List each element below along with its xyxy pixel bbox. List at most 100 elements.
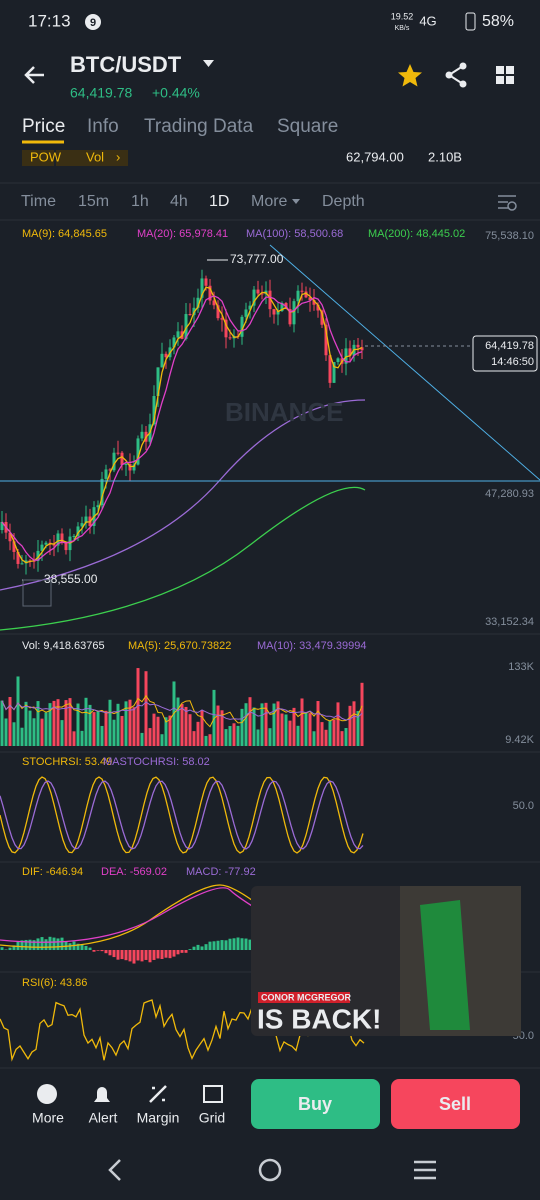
candle-body [156, 367, 160, 397]
grid-icon[interactable] [203, 1085, 223, 1103]
share-button[interactable] [445, 62, 467, 88]
volume-bar [228, 726, 232, 746]
countdown: 14:46:50 [491, 356, 534, 368]
interval[interactable]: 15m [78, 193, 109, 210]
volume-bar [168, 715, 172, 746]
candle-body [348, 348, 352, 356]
candle-body [272, 309, 276, 315]
volume-bar [332, 719, 336, 746]
layout-button[interactable] [496, 66, 514, 84]
nav-recents[interactable] [414, 1160, 436, 1180]
buy-label[interactable]: Buy [298, 1094, 332, 1114]
tab[interactable]: Trading Data [144, 116, 254, 137]
sell-label[interactable]: Sell [439, 1094, 471, 1114]
interval[interactable]: Depth [322, 193, 365, 210]
macd-bar [92, 950, 96, 952]
candle-body [220, 318, 224, 320]
volume-bar [256, 729, 260, 746]
candle-body [296, 290, 300, 302]
volume-bar [44, 712, 48, 746]
volume-bar [248, 697, 252, 746]
alert-icon[interactable] [94, 1087, 110, 1102]
candle-body [64, 542, 68, 551]
trend-line [269, 244, 540, 481]
clock: 17:13 [28, 11, 71, 30]
candle-body [160, 353, 164, 368]
macd-bar [168, 950, 172, 959]
volume-label: MA(10): 33,479.39994 [257, 640, 366, 652]
pair[interactable]: BTC/USDT [70, 52, 182, 77]
volume-bar [272, 703, 276, 746]
action-label[interactable]: Alert [89, 1110, 118, 1126]
candle-body [140, 431, 144, 439]
volume-bar [148, 728, 152, 746]
volume-bar [328, 720, 332, 746]
candle-body [360, 347, 364, 351]
margin-icon[interactable] [149, 1085, 167, 1103]
candle-body [8, 532, 12, 542]
candle-body [188, 314, 192, 316]
interval[interactable]: 4h [170, 193, 188, 210]
candle-body [164, 353, 168, 358]
interval[interactable]: More [251, 193, 288, 210]
volume-bar [52, 700, 56, 746]
volume-ma [1, 700, 363, 721]
buy-button[interactable] [251, 1079, 380, 1129]
back-button[interactable] [24, 66, 44, 84]
interval[interactable]: 1h [131, 193, 149, 210]
nav-back[interactable] [108, 1159, 121, 1181]
more-icon[interactable] [37, 1084, 57, 1104]
action-label[interactable]: Grid [199, 1110, 225, 1126]
ma-label: MA(9): 64,845.65 [22, 228, 107, 240]
ad-line1: CONOR MCGREGOR [261, 992, 352, 1002]
candle-body [112, 452, 116, 471]
macd-bar [228, 938, 232, 950]
speed: 19.52 [391, 11, 414, 21]
interval[interactable]: 1D [209, 193, 229, 210]
tab[interactable]: Price [22, 116, 65, 137]
sell-button[interactable] [391, 1079, 520, 1129]
macd-bar [216, 940, 220, 950]
battery: 58% [482, 13, 514, 30]
volume-bar [288, 720, 292, 746]
macd-bar [36, 938, 40, 950]
action-label[interactable]: More [32, 1110, 64, 1126]
tab[interactable]: Info [87, 116, 119, 137]
indicator-label: DEA: -569.02 [101, 866, 167, 878]
stat: 2.10B [428, 149, 462, 164]
ma-line [1, 286, 363, 564]
pair-dropdown[interactable] [203, 60, 214, 67]
macd-bar [224, 940, 228, 950]
network: 4G [419, 13, 436, 28]
macd-bar [48, 936, 52, 950]
candle-body [84, 516, 88, 524]
volume-bar [36, 701, 40, 746]
action-label[interactable]: Margin [137, 1110, 180, 1126]
candle-body [128, 464, 132, 471]
volume-bar [204, 735, 208, 746]
volume-bar [24, 701, 28, 746]
expand-button[interactable] [22, 579, 52, 607]
chart-settings[interactable] [498, 195, 517, 211]
interval[interactable]: Time [21, 193, 56, 210]
indicator-label: STOCHRSI: 53.49 [22, 756, 112, 768]
favorite-button[interactable] [398, 64, 422, 87]
nav-home[interactable] [258, 1158, 282, 1182]
candle-body [256, 289, 260, 294]
volume-bar [176, 697, 180, 746]
macd-bar [128, 950, 132, 962]
macd-bar [188, 949, 192, 950]
indicator-label: MASTOCHRSI: 58.02 [103, 756, 210, 768]
candle-body [204, 278, 208, 286]
volume-bar [296, 725, 300, 746]
tab[interactable]: Square [277, 116, 338, 137]
volume-bar [284, 714, 288, 746]
candle-body [208, 285, 212, 301]
axis-label: 47,280.93 [485, 488, 534, 500]
axis-label: 133K [508, 661, 534, 673]
macd-bar [0, 947, 4, 950]
macd-bar [172, 950, 176, 957]
volume-bar [268, 728, 272, 746]
macd-bar [84, 945, 88, 950]
candle-body [36, 550, 40, 561]
